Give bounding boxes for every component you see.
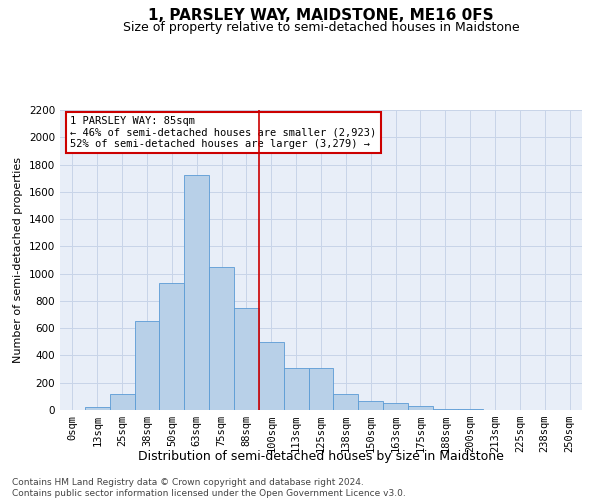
- Text: 1 PARSLEY WAY: 85sqm
← 46% of semi-detached houses are smaller (2,923)
52% of se: 1 PARSLEY WAY: 85sqm ← 46% of semi-detac…: [70, 116, 377, 149]
- Bar: [358, 401, 383, 410]
- Text: Distribution of semi-detached houses by size in Maidstone: Distribution of semi-detached houses by …: [138, 450, 504, 463]
- Bar: [383, 404, 408, 410]
- Bar: [234, 308, 259, 410]
- Y-axis label: Number of semi-detached properties: Number of semi-detached properties: [13, 157, 23, 363]
- Bar: [160, 283, 184, 410]
- Bar: [433, 408, 458, 410]
- Text: Contains HM Land Registry data © Crown copyright and database right 2024.
Contai: Contains HM Land Registry data © Crown c…: [12, 478, 406, 498]
- Bar: [334, 394, 358, 410]
- Bar: [184, 176, 209, 410]
- Text: Size of property relative to semi-detached houses in Maidstone: Size of property relative to semi-detach…: [122, 21, 520, 34]
- Bar: [259, 342, 284, 410]
- Bar: [408, 406, 433, 410]
- Bar: [209, 267, 234, 410]
- Bar: [308, 368, 334, 410]
- Bar: [110, 394, 134, 410]
- Bar: [284, 368, 308, 410]
- Bar: [85, 408, 110, 410]
- Bar: [134, 322, 160, 410]
- Text: 1, PARSLEY WAY, MAIDSTONE, ME16 0FS: 1, PARSLEY WAY, MAIDSTONE, ME16 0FS: [148, 8, 494, 22]
